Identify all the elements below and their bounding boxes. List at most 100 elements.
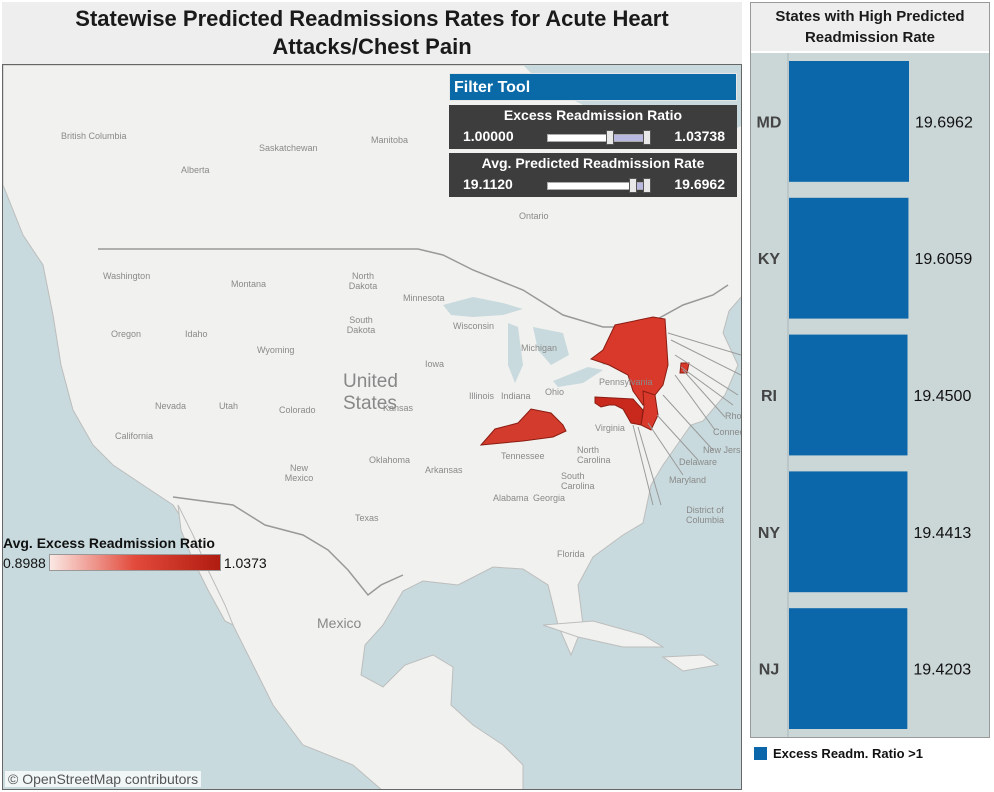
predicted-rate-max: 19.6962 <box>674 176 725 192</box>
us-map[interactable]: British Columbia Alberta Saskatchewan Ma… <box>2 64 742 790</box>
color-legend: Avg. Excess Readmission Ratio 0.8988 1.0… <box>3 535 267 571</box>
label-delaware: Delaware <box>679 457 718 467</box>
page-title: Statewise Predicted Readmissions Rates f… <box>75 6 669 59</box>
color-legend-max: 1.0373 <box>223 554 267 571</box>
bar-ri[interactable] <box>789 334 908 456</box>
bar-md[interactable] <box>789 61 909 182</box>
bar-category-label: RI <box>761 388 777 405</box>
excess-ratio-min: 1.00000 <box>463 128 514 144</box>
label-ontario: Ontario <box>519 211 549 221</box>
filter-tool-header: Filter Tool <box>449 73 737 101</box>
label-district-of-columbia: District of Columbia <box>685 505 725 525</box>
bar-value-label: 19.6962 <box>915 114 973 131</box>
predicted-rate-slider[interactable] <box>547 178 651 193</box>
label-united-states: United States <box>343 371 398 414</box>
map-attribution[interactable]: © OpenStreetMap contributors <box>5 771 202 787</box>
label-manitoba: Manitoba <box>371 135 409 145</box>
bar-panel-title: States with High Predicted Readmission R… <box>751 3 989 51</box>
bar-legend: Excess Readm. Ratio >1 <box>754 746 923 761</box>
label-pennsylvania: Pennsylvania <box>599 377 653 387</box>
border-canada-us <box>98 248 729 328</box>
excess-ratio-slider[interactable] <box>547 130 651 145</box>
bar-legend-label: Excess Readm. Ratio >1 <box>773 746 923 761</box>
state-nj <box>640 390 659 431</box>
bar-category-label: NJ <box>759 662 779 679</box>
land-cuba <box>542 620 665 648</box>
label-wyoming: Wyoming <box>257 345 295 355</box>
color-legend-min: 0.8988 <box>3 554 46 571</box>
leader-lines <box>632 332 741 506</box>
excess-ratio-max: 1.03738 <box>674 128 725 144</box>
label-rhode-island: Rhod <box>725 411 742 421</box>
lake-huron <box>533 327 569 365</box>
excess-ratio-high-handle[interactable] <box>642 130 651 145</box>
label-ohio: Ohio <box>545 387 565 397</box>
excess-ratio-range-fill <box>610 135 647 141</box>
predicted-rate-filter: Avg. Predicted Readmission Rate 19.1120 … <box>449 153 737 197</box>
state-ny <box>589 316 669 406</box>
bar-value-label: 19.4203 <box>913 662 971 679</box>
label-british-columbia: British Columbia <box>61 131 127 141</box>
label-minnesota: Minnesota <box>403 293 445 303</box>
lake-erie <box>553 367 603 387</box>
label-california: California <box>115 431 154 441</box>
label-kansas: Kansas <box>383 403 414 413</box>
label-indiana: Indiana <box>501 391 531 401</box>
label-new-jersey: New Jers <box>703 445 741 455</box>
predicted-rate-range-fill <box>633 183 647 189</box>
label-south-carolina: South Carolina <box>561 471 595 491</box>
state-ky <box>479 408 567 446</box>
bar-category-label: MD <box>757 114 782 131</box>
label-connecticut: Connec <box>713 427 742 437</box>
label-virginia: Virginia <box>595 423 625 433</box>
label-oklahoma: Oklahoma <box>369 455 411 465</box>
label-washington: Washington <box>103 271 151 281</box>
label-georgia: Georgia <box>533 493 566 503</box>
bar-ky[interactable] <box>789 197 909 319</box>
label-arkansas: Arkansas <box>425 465 463 475</box>
excess-ratio-filter: Excess Readmission Ratio 1.00000 1.03738 <box>449 105 737 149</box>
label-iowa: Iowa <box>425 359 445 369</box>
bar-category-label: KY <box>758 251 781 268</box>
label-colorado: Colorado <box>279 405 316 415</box>
color-legend-title: Avg. Excess Readmission Ratio <box>3 535 215 551</box>
bar-value-label: 19.6059 <box>914 251 972 268</box>
label-tennessee: Tennessee <box>501 451 545 461</box>
excess-ratio-label: Excess Readmission Ratio <box>503 107 683 123</box>
label-wisconsin: Wisconsin <box>453 321 495 331</box>
label-alberta: Alberta <box>181 165 210 175</box>
predicted-rate-label: Avg. Predicted Readmission Rate <box>481 155 705 171</box>
bar-nj[interactable] <box>789 608 908 729</box>
title-panel: Statewise Predicted Readmissions Rates f… <box>2 2 742 64</box>
label-maryland: Maryland <box>669 475 707 485</box>
label-texas: Texas <box>355 513 379 523</box>
label-south-dakota: South Dakota <box>346 315 376 335</box>
predicted-rate-high-handle[interactable] <box>642 178 651 193</box>
label-florida: Florida <box>557 549 585 559</box>
color-legend-gradient <box>48 554 221 571</box>
label-michigan: Michigan <box>521 343 558 353</box>
predicted-rate-low-handle[interactable] <box>629 178 638 193</box>
bar-ny[interactable] <box>789 471 908 593</box>
bar-value-label: 19.4413 <box>913 525 971 542</box>
lake-superior <box>443 297 523 317</box>
label-illinois: Illinois <box>469 391 495 401</box>
filter-tool: Filter Tool Excess Readmission Ratio 1.0… <box>449 73 737 197</box>
label-north-carolina: North Carolina <box>577 445 611 465</box>
land-north-america <box>3 65 741 789</box>
label-north-dakota: North Dakota <box>348 271 378 291</box>
lake-michigan <box>508 323 523 383</box>
bar-value-label: 19.4500 <box>914 388 972 405</box>
label-utah: Utah <box>219 401 239 411</box>
border-us-mexico <box>172 496 404 597</box>
predicted-rate-min: 19.1120 <box>463 176 513 192</box>
label-alabama: Alabama <box>493 493 529 503</box>
state-md <box>594 396 644 426</box>
land-hispaniola <box>661 654 720 672</box>
label-new-mexico: New Mexico <box>284 463 314 483</box>
bar-chart-svg: MD 19.6962 KY 19.6059 RI 19.4500 NY 19.4413 NJ 19… <box>757 53 973 737</box>
excess-ratio-low-handle[interactable] <box>606 130 615 145</box>
label-saskatchewan: Saskatchewan <box>259 143 318 153</box>
state-ri <box>679 362 690 374</box>
label-montana: Montana <box>231 279 267 289</box>
